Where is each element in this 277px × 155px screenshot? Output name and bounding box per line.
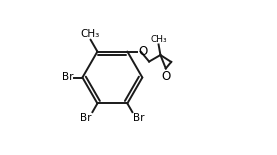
Text: Br: Br (80, 113, 92, 123)
Text: CH₃: CH₃ (80, 29, 99, 39)
Text: O: O (138, 45, 147, 58)
Text: CH₃: CH₃ (150, 35, 167, 44)
Text: Br: Br (62, 73, 73, 82)
Text: O: O (161, 70, 170, 83)
Text: Br: Br (133, 113, 145, 123)
